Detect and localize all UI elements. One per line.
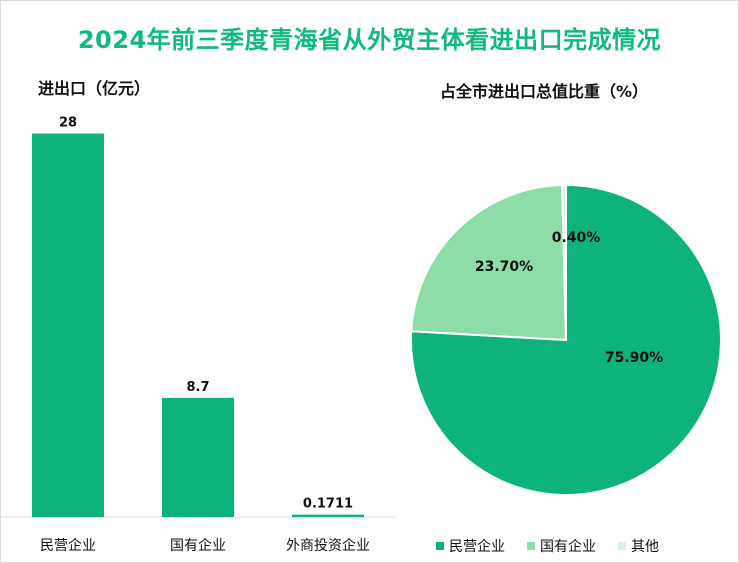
pie-slice-3	[561, 183, 567, 341]
legend-label: 其他	[631, 539, 659, 555]
bar-group: 28 民营企业 8.7 国有企业 0.1711 外商投资企业	[32, 116, 370, 554]
legend-item: 民营企业	[436, 536, 505, 556]
legend-item: 其他	[618, 536, 659, 556]
pie-legend: 民营企业 国有企业 其他	[436, 536, 681, 556]
legend-label: 民营企业	[449, 539, 505, 555]
chart-title: 2024年前三季度青海省从外贸主体看进出口完成情况	[77, 26, 662, 54]
bar-1	[32, 133, 104, 518]
bar-2	[162, 397, 234, 517]
legend-swatch	[527, 542, 535, 550]
pie-group: 75.90% 23.70% 0.40%	[410, 183, 722, 496]
bar-category-label: 民营企业	[40, 537, 96, 554]
pie-value-label: 75.90%	[605, 350, 663, 366]
pie-slice-2	[410, 184, 568, 342]
legend-swatch	[618, 542, 626, 550]
pie-slice-1	[410, 183, 722, 496]
bar-chart-title: 进出口（亿元）	[38, 79, 151, 98]
legend-label: 国有企业	[540, 539, 596, 555]
bar-category-label: 国有企业	[170, 537, 226, 554]
legend-item: 国有企业	[527, 536, 596, 556]
pie-chart-title: 占全市进出口总值比重（%）	[440, 82, 649, 101]
pie-value-label: 0.40%	[552, 230, 601, 246]
pie-value-label: 23.70%	[475, 259, 533, 275]
bar-3	[292, 514, 364, 517]
bar-value-label: 0.1711	[303, 497, 353, 512]
bar-value-label: 8.7	[186, 380, 209, 395]
bar-category-label: 外商投资企业	[286, 537, 370, 554]
legend-swatch	[436, 542, 444, 550]
bar-value-label: 28	[59, 116, 77, 131]
